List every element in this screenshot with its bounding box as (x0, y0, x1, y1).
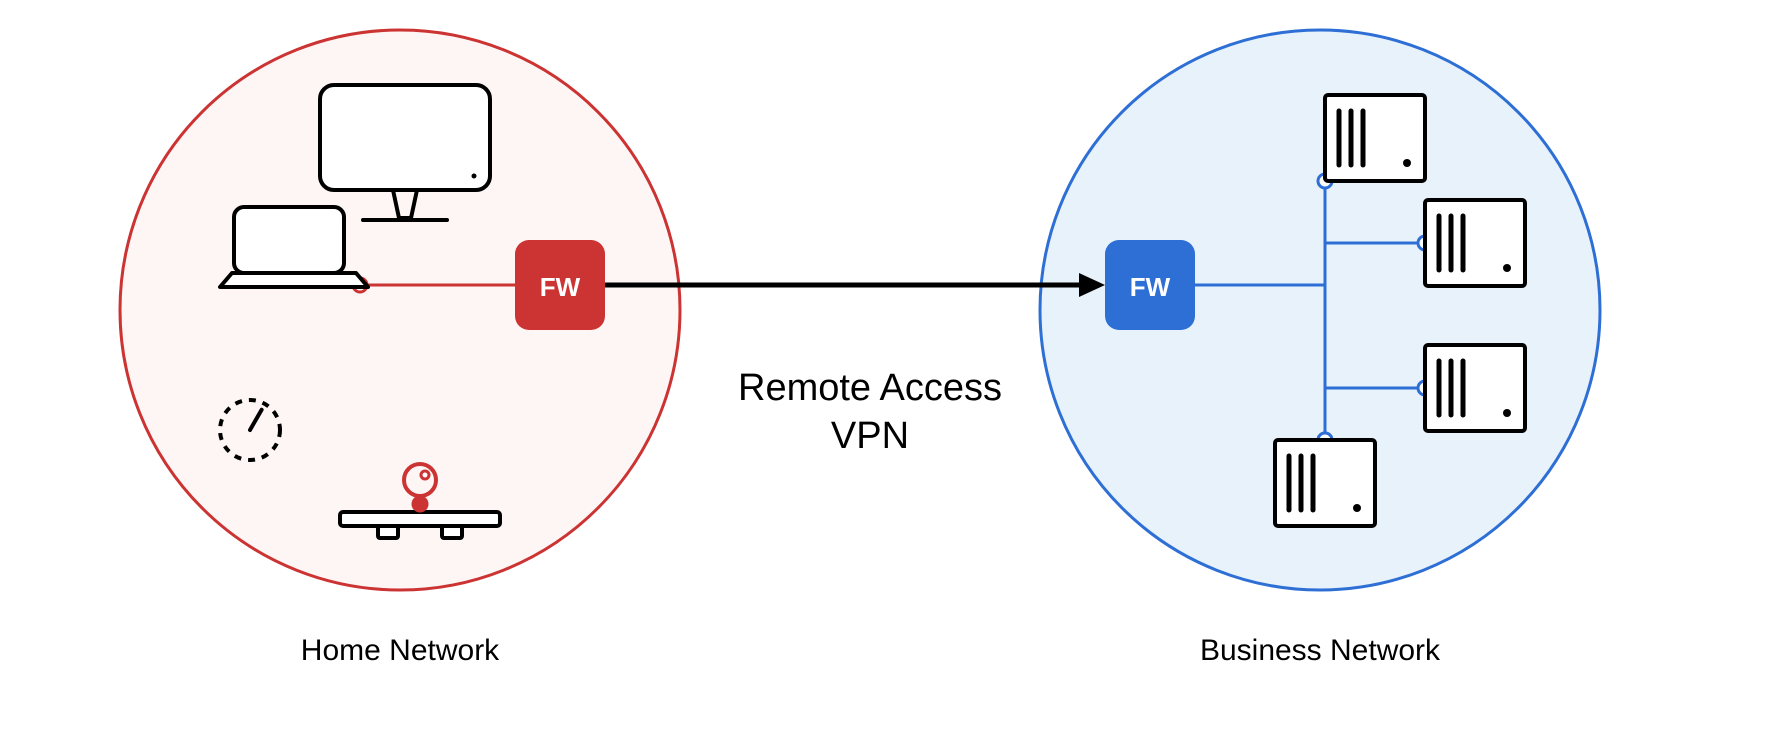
business-firewall: FW (1105, 240, 1195, 330)
home-firewall-label: FW (540, 272, 581, 302)
laptop-icon (220, 207, 368, 287)
home-firewall: FW (515, 240, 605, 330)
business-firewall-label: FW (1130, 272, 1171, 302)
home-network-caption: Home Network (301, 634, 500, 667)
center-label-line1: Remote Access (738, 367, 1002, 409)
vpn-diagram: FW FW Remote Access VPN Home Network Bus… (0, 0, 1778, 736)
center-label-line2: VPN (831, 415, 909, 457)
business-network-caption: Business Network (1200, 634, 1441, 667)
